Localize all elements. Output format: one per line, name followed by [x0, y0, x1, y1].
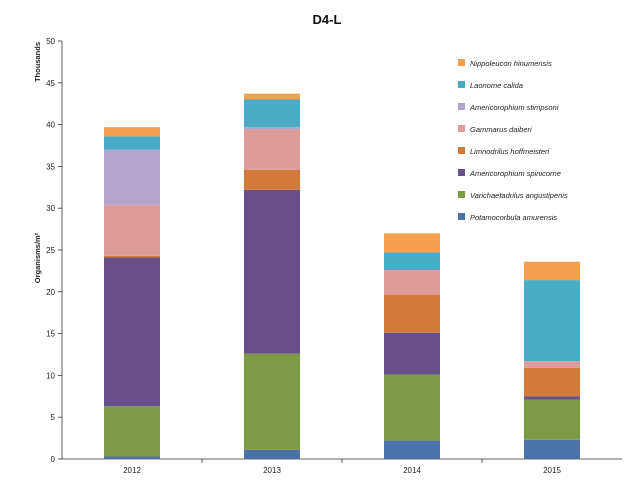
legend-item: Americorophium stimpsoni — [458, 103, 559, 112]
bar-segment — [104, 127, 160, 137]
bar-segment — [384, 374, 440, 441]
legend-swatch — [458, 59, 465, 66]
legend-swatch — [458, 125, 465, 132]
bar-stack-2014 — [384, 233, 440, 459]
x-tick-label: 2015 — [543, 466, 561, 475]
bar-segment — [244, 99, 300, 128]
y-tick-label: 15 — [46, 330, 55, 339]
bar-stacks — [104, 93, 580, 459]
bar-segment — [104, 406, 160, 457]
bar-segment — [244, 189, 300, 354]
bar-segment — [244, 169, 300, 190]
legend-item: Potamocorbula amurensis — [458, 213, 557, 222]
legend-label: Potamocorbula amurensis — [470, 213, 557, 222]
legend-swatch — [458, 81, 465, 88]
y-axis-units-label: Thousands — [33, 42, 42, 82]
bar-segment — [104, 255, 160, 258]
bar-segment — [104, 257, 160, 407]
bar-stack-2012 — [104, 127, 160, 459]
bar-stack-2013 — [244, 93, 300, 459]
y-tick-label: 30 — [46, 204, 55, 213]
legend-label: Gammarus daiberi — [470, 125, 532, 134]
y-tick-label: 40 — [46, 121, 55, 130]
bar-segment — [524, 439, 580, 459]
bar-segment — [384, 252, 440, 271]
y-tick-label: 50 — [46, 37, 55, 46]
bar-segment — [244, 449, 300, 459]
bar-segment — [524, 367, 580, 397]
x-axis-ticks: 2012 2013 2014 2015 — [123, 459, 561, 475]
y-tick-label: 0 — [51, 455, 56, 464]
legend-item: Americorophium spinicorne — [458, 169, 561, 178]
y-tick-label: 35 — [46, 162, 55, 171]
y-axis-labels: Thousands Organisms/m² — [33, 42, 42, 283]
y-tick-label: 45 — [46, 79, 55, 88]
legend-item: Nippoleucon hinumensis — [458, 59, 552, 68]
legend-label: Laonome calida — [470, 81, 523, 90]
legend-swatch — [458, 169, 465, 176]
bar-segment — [524, 361, 580, 368]
bar-segment — [524, 280, 580, 362]
bar-segment — [104, 136, 160, 150]
bar-segment — [384, 332, 440, 375]
bar-segment — [104, 149, 160, 205]
bar-segment — [244, 353, 300, 450]
legend-swatch — [458, 103, 465, 110]
y-tick-label: 5 — [51, 413, 56, 422]
x-tick-label: 2014 — [403, 466, 421, 475]
bar-segment — [524, 396, 580, 400]
bar-segment — [244, 127, 300, 130]
bar-stack-2015 — [524, 261, 580, 459]
legend-label: Americorophium spinicorne — [469, 169, 561, 178]
legend-item: Gammarus daiberi — [458, 125, 532, 134]
x-tick-label: 2012 — [123, 466, 141, 475]
legend-swatch — [458, 191, 465, 198]
bar-segment — [384, 294, 440, 333]
y-axis-ticks: 0 5 10 15 20 25 30 35 40 45 50 — [46, 37, 62, 464]
chart-legend: Nippoleucon hinumensis Laonome calida Amer… — [458, 59, 568, 222]
bar-segment — [524, 399, 580, 440]
bar-segment — [244, 93, 300, 100]
legend-item: Varichaetadrilus angustipenis — [458, 191, 568, 200]
y-tick-label: 10 — [46, 371, 55, 380]
legend-label: Limnodrilus hoffmeisteri — [470, 147, 550, 156]
bar-segment — [104, 456, 160, 459]
bar-segment — [244, 129, 300, 170]
legend-swatch — [458, 147, 465, 154]
legend-label: Americorophium stimpsoni — [469, 103, 559, 112]
bar-segment — [104, 204, 160, 256]
legend-item: Laonome calida — [458, 81, 523, 90]
bar-segment — [384, 270, 440, 295]
bar-segment — [384, 440, 440, 459]
bar-segment — [384, 233, 440, 253]
y-axis-label: Organisms/m² — [33, 232, 42, 283]
y-tick-label: 25 — [46, 246, 55, 255]
legend-label: Varichaetadrilus angustipenis — [470, 191, 568, 200]
y-tick-label: 20 — [46, 288, 55, 297]
legend-item: Limnodrilus hoffmeisteri — [458, 147, 550, 156]
x-tick-label: 2013 — [263, 466, 281, 475]
legend-swatch — [458, 213, 465, 220]
bar-segment — [524, 261, 580, 281]
legend-label: Nippoleucon hinumensis — [470, 59, 552, 68]
chart-title: D4-L — [313, 12, 342, 27]
